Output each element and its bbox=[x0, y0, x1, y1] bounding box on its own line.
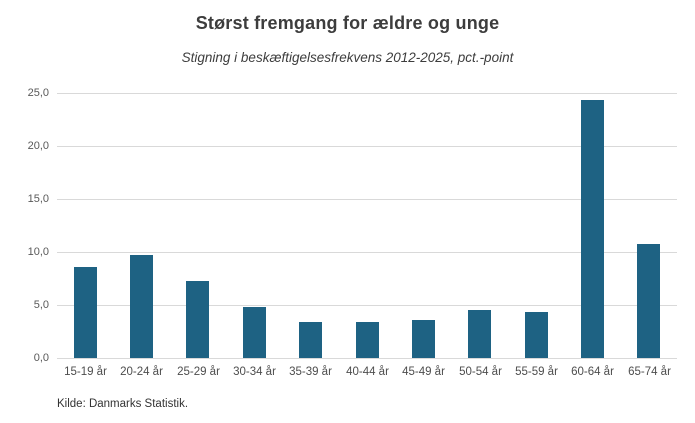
x-axis-tick-label: 20-24 år bbox=[120, 366, 163, 378]
y-axis-tick-label: 15,0 bbox=[27, 193, 49, 205]
x-axis-tick-label: 45-49 år bbox=[402, 366, 445, 378]
gridline-y-20,0 bbox=[57, 146, 677, 147]
bar-45-49-år bbox=[412, 320, 435, 358]
x-axis-tick-label: 55-59 år bbox=[515, 366, 558, 378]
x-axis-tick-label: 25-29 år bbox=[177, 366, 220, 378]
y-axis-tick-label: 0,0 bbox=[33, 352, 49, 364]
x-axis-tick-label: 15-19 år bbox=[64, 366, 107, 378]
y-axis-tick-label: 5,0 bbox=[33, 299, 49, 311]
x-axis-tick-label: 65-74 år bbox=[628, 366, 671, 378]
gridline-y-5,0 bbox=[57, 305, 677, 306]
bar-25-29-år bbox=[186, 281, 209, 358]
bar-30-34-år bbox=[243, 307, 266, 358]
bar-20-24-år bbox=[130, 255, 153, 358]
chart-title: Størst fremgang for ældre og unge bbox=[195, 13, 500, 33]
y-axis-tick-label: 25,0 bbox=[27, 87, 49, 99]
x-axis-tick-label: 35-39 år bbox=[289, 366, 332, 378]
bar-55-59-år bbox=[525, 312, 548, 358]
bar-65-74-år bbox=[637, 244, 660, 358]
bar-50-54-år bbox=[468, 310, 491, 358]
x-axis-tick-label: 60-64 år bbox=[571, 366, 614, 378]
x-axis-tick-label: 40-44 år bbox=[346, 366, 389, 378]
gridline-y-10,0 bbox=[57, 252, 677, 253]
bar-40-44-år bbox=[356, 322, 379, 358]
gridline-y-25,0 bbox=[57, 93, 677, 94]
bar-35-39-år bbox=[299, 322, 322, 358]
x-axis-tick-label: 30-34 år bbox=[233, 366, 276, 378]
y-axis-tick-label: 10,0 bbox=[27, 246, 49, 258]
x-axis-tick-label: 50-54 år bbox=[459, 366, 502, 378]
source-note: Kilde: Danmarks Statistik. bbox=[57, 398, 189, 410]
bar-15-19-år bbox=[74, 267, 97, 358]
chart-subtitle: Stigning i beskæftigelsesfrekvens 2012-2… bbox=[181, 50, 514, 65]
bar-60-64-år bbox=[581, 100, 604, 358]
gridline-y-0,0 bbox=[57, 358, 677, 359]
gridline-y-15,0 bbox=[57, 199, 677, 200]
y-axis-tick-label: 20,0 bbox=[27, 140, 49, 152]
